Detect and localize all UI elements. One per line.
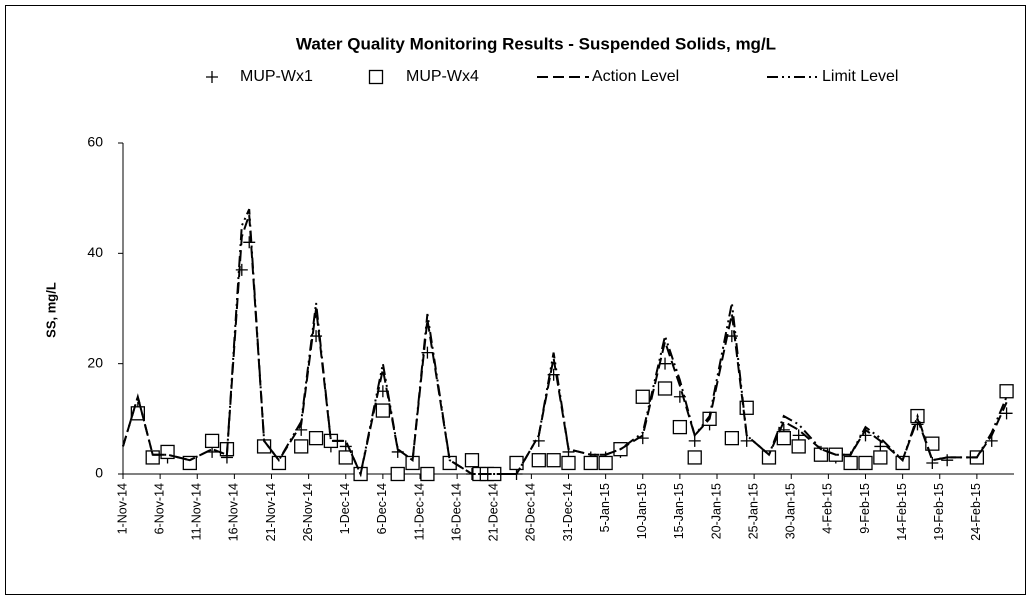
series [122, 214, 1008, 478]
legend-label: MUP-Wx1 [240, 68, 313, 85]
level-line [122, 214, 1008, 478]
x-tick-label: 14-Feb-15 [895, 483, 909, 541]
square-marker [635, 389, 650, 404]
x-tick-label: 6-Dec-14 [375, 483, 389, 534]
plus-marker [740, 434, 753, 447]
chart-frame [5, 5, 1026, 595]
x-tick-label: 26-Dec-14 [524, 483, 538, 541]
square-marker [464, 453, 480, 468]
series [122, 208, 1008, 478]
square-marker [925, 436, 940, 451]
plus-marker [235, 263, 248, 276]
legend: MUP-Wx1 MUP-Wx4 Action Level Limit Level [206, 68, 898, 85]
square-marker [271, 455, 287, 471]
square-marker [375, 403, 391, 418]
plus-marker [926, 456, 939, 469]
x-tick-label: 1-Nov-14 [115, 483, 129, 534]
x-tick-label: 11-Nov-14 [190, 483, 204, 540]
square-marker [390, 466, 405, 482]
x-tick-label: 30-Jan-15 [784, 483, 798, 539]
x-tick-label: 6-Nov-14 [152, 483, 166, 534]
y-axis-title: SS, mg/L [43, 282, 58, 338]
plus-marker [206, 71, 218, 83]
square-marker [546, 453, 561, 468]
square-marker [561, 455, 576, 471]
x-tick-label: 10-Jan-15 [635, 483, 649, 539]
x-tick-label: 5-Jan-15 [598, 483, 612, 532]
square-marker [420, 466, 435, 482]
square-marker [687, 450, 702, 465]
x-tick-label: 15-Jan-15 [672, 483, 686, 539]
square-marker [724, 430, 739, 446]
x-tick-label: 19-Feb-15 [932, 483, 946, 541]
legend-label: Limit Level [822, 68, 898, 85]
square-marker [583, 455, 598, 471]
plus-marker [1000, 407, 1013, 420]
square-marker [873, 450, 888, 465]
level-line [122, 208, 1008, 478]
square-marker [657, 381, 673, 396]
x-tick-label: 4-Feb-15 [821, 483, 835, 534]
plus-marker [243, 236, 256, 249]
y-tick-label: 0 [95, 465, 103, 481]
x-tick-label: 16-Dec-14 [449, 483, 463, 541]
square-marker [509, 455, 524, 471]
y-tick-label: 60 [87, 134, 103, 150]
square-marker [761, 450, 777, 465]
square-marker [858, 455, 873, 471]
legend-label: Action Level [592, 68, 679, 85]
x-tick-label: 9-Feb-15 [858, 483, 872, 534]
square-marker [999, 384, 1014, 399]
x-tick-label: 21-Dec-14 [487, 483, 501, 541]
legend-label: MUP-Wx4 [406, 68, 479, 85]
square-marker [294, 439, 309, 454]
chart-title: Water Quality Monitoring Results - Suspe… [296, 34, 776, 53]
x-tick-label: 25-Jan-15 [746, 483, 760, 539]
square-marker [598, 455, 613, 471]
plus-marker [659, 357, 672, 370]
x-tick-label: 21-Nov-14 [264, 483, 278, 541]
y-tick-label: 40 [87, 244, 103, 260]
square-marker [791, 439, 806, 454]
plus-marker [421, 346, 434, 359]
x-tick-label: 26-Nov-14 [301, 483, 315, 541]
square-marker [368, 69, 384, 85]
square-marker [531, 453, 546, 468]
y-tick-label: 20 [87, 354, 103, 370]
x-tick-label: 24-Feb-15 [969, 483, 983, 541]
x-tick-label: 16-Nov-14 [227, 483, 241, 541]
plus-marker [941, 454, 954, 467]
x-tick-label: 31-Dec-14 [561, 483, 575, 541]
x-tick-label: 20-Jan-15 [709, 483, 723, 539]
square-marker [308, 430, 324, 446]
x-tick-label: 1-Dec-14 [338, 483, 352, 534]
square-marker [895, 455, 910, 471]
square-marker [204, 433, 220, 449]
x-tick-label: 11-Dec-14 [412, 483, 426, 540]
square-marker [672, 419, 688, 435]
square-marker [776, 430, 791, 446]
square-marker [843, 455, 858, 471]
